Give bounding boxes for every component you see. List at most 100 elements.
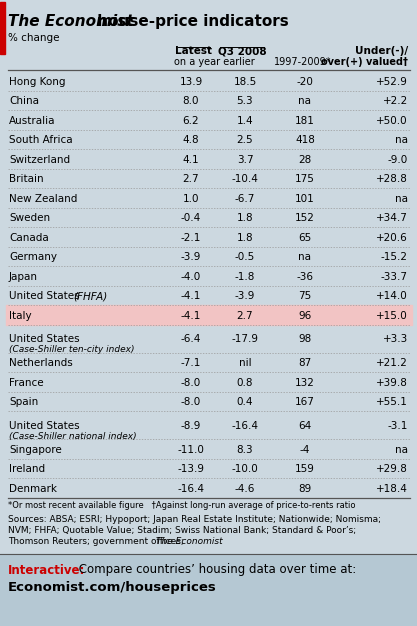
Text: 4.8: 4.8 — [183, 135, 199, 145]
Text: -4.1: -4.1 — [181, 291, 201, 301]
Text: -8.9: -8.9 — [181, 421, 201, 431]
Text: house-price indicators: house-price indicators — [92, 14, 289, 29]
Text: -17.9: -17.9 — [231, 334, 259, 344]
Text: China: China — [9, 96, 39, 106]
Text: % change: % change — [8, 33, 60, 43]
Text: 101: 101 — [295, 194, 315, 203]
Text: -3.9: -3.9 — [181, 252, 201, 262]
Text: 181: 181 — [295, 116, 315, 126]
Text: 75: 75 — [299, 291, 311, 301]
Text: Economist.com/houseprices: Economist.com/houseprices — [8, 582, 217, 595]
Text: 2.5: 2.5 — [237, 135, 253, 145]
Text: Hong Kong: Hong Kong — [9, 77, 65, 87]
Text: 5.3: 5.3 — [237, 96, 253, 106]
Text: +14.0: +14.0 — [376, 291, 408, 301]
Text: +29.8: +29.8 — [376, 464, 408, 475]
Text: 8.0: 8.0 — [183, 96, 199, 106]
Text: -36: -36 — [296, 272, 314, 282]
Bar — [0, 553, 417, 626]
Text: Canada: Canada — [9, 233, 49, 243]
Text: 167: 167 — [295, 398, 315, 408]
Text: Sweden: Sweden — [9, 213, 50, 223]
Text: Spain: Spain — [9, 398, 38, 408]
Text: 13.9: 13.9 — [179, 77, 203, 87]
Text: Latest: Latest — [176, 46, 213, 56]
Text: -2.1: -2.1 — [181, 233, 201, 243]
Text: +52.9: +52.9 — [376, 77, 408, 87]
Text: United States: United States — [9, 421, 80, 431]
Text: (Case-Shiller ten-city index): (Case-Shiller ten-city index) — [9, 346, 135, 354]
Text: 1.4: 1.4 — [237, 116, 253, 126]
Text: -10.4: -10.4 — [231, 174, 259, 184]
Text: Ireland: Ireland — [9, 464, 45, 475]
Text: France: France — [9, 377, 44, 387]
Text: -16.4: -16.4 — [178, 484, 204, 494]
Text: 96: 96 — [299, 310, 311, 321]
Text: Britain: Britain — [9, 174, 44, 184]
Text: *Or most recent available figure   †Against long-run average of price-to-rents r: *Or most recent available figure †Agains… — [8, 501, 356, 510]
Text: 28: 28 — [299, 155, 311, 165]
Text: na: na — [299, 96, 311, 106]
Text: -6.4: -6.4 — [181, 334, 201, 344]
Text: 0.4: 0.4 — [237, 398, 253, 408]
Text: -1.8: -1.8 — [235, 272, 255, 282]
Text: Japan: Japan — [9, 272, 38, 282]
Text: New Zealand: New Zealand — [9, 194, 78, 203]
Text: +2.2: +2.2 — [383, 96, 408, 106]
Text: 159: 159 — [295, 464, 315, 475]
Text: 0.8: 0.8 — [237, 377, 253, 387]
Text: -4: -4 — [300, 444, 310, 454]
Text: 2.7: 2.7 — [237, 310, 253, 321]
Text: -3.1: -3.1 — [388, 421, 408, 431]
Text: -4.6: -4.6 — [235, 484, 255, 494]
Text: -9.0: -9.0 — [388, 155, 408, 165]
Text: -33.7: -33.7 — [381, 272, 408, 282]
Text: Interactive:: Interactive: — [8, 563, 85, 577]
Text: 1.0: 1.0 — [183, 194, 199, 203]
Text: nil: nil — [239, 358, 251, 368]
Text: -7.1: -7.1 — [181, 358, 201, 368]
Text: -6.7: -6.7 — [235, 194, 255, 203]
Text: Under(-)/: Under(-)/ — [355, 46, 408, 56]
Text: -3.9: -3.9 — [235, 291, 255, 301]
Text: 64: 64 — [299, 421, 311, 431]
Text: 65: 65 — [299, 233, 311, 243]
Text: 98: 98 — [299, 334, 311, 344]
Text: +21.2: +21.2 — [376, 358, 408, 368]
Text: -0.4: -0.4 — [181, 213, 201, 223]
Text: Italy: Italy — [9, 310, 32, 321]
Text: 18.5: 18.5 — [234, 77, 256, 87]
Text: 87: 87 — [299, 358, 311, 368]
Text: over(+) valued†: over(+) valued† — [321, 57, 408, 67]
Text: Netherlands: Netherlands — [9, 358, 73, 368]
Text: 4.1: 4.1 — [183, 155, 199, 165]
Text: (FHFA): (FHFA) — [73, 291, 107, 301]
Text: Q3 2008: Q3 2008 — [218, 46, 266, 56]
Text: -16.4: -16.4 — [231, 421, 259, 431]
Text: -20: -20 — [296, 77, 314, 87]
Text: +50.0: +50.0 — [377, 116, 408, 126]
Text: on a year earlier: on a year earlier — [173, 57, 254, 67]
Text: NVM; FHFA; Quotable Value; Stadim; Swiss National Bank; Standard & Poor’s;: NVM; FHFA; Quotable Value; Stadim; Swiss… — [8, 525, 356, 535]
Text: +34.7: +34.7 — [376, 213, 408, 223]
Bar — [0, 2, 5, 54]
Text: Singapore: Singapore — [9, 444, 62, 454]
Text: Sources: ABSA; ESRI; Hypoport; Japan Real Estate Institute; Nationwide; Nomisma;: Sources: ABSA; ESRI; Hypoport; Japan Rea… — [8, 515, 381, 523]
Text: na: na — [395, 444, 408, 454]
Text: The Economist: The Economist — [156, 536, 223, 545]
Text: 1997-2009*: 1997-2009* — [274, 57, 332, 67]
Text: -8.0: -8.0 — [181, 398, 201, 408]
Text: 418: 418 — [295, 135, 315, 145]
Text: The Economist: The Economist — [8, 14, 133, 29]
Text: +18.4: +18.4 — [376, 484, 408, 494]
Text: na: na — [395, 194, 408, 203]
Text: Germany: Germany — [9, 252, 57, 262]
Text: 1.8: 1.8 — [237, 213, 253, 223]
Text: Denmark: Denmark — [9, 484, 57, 494]
Text: -4.0: -4.0 — [181, 272, 201, 282]
Text: 132: 132 — [295, 377, 315, 387]
Text: Thomson Reuters; government offices;: Thomson Reuters; government offices; — [8, 536, 187, 545]
Text: Compare countries’ housing data over time at:: Compare countries’ housing data over tim… — [75, 563, 356, 577]
Text: United States: United States — [9, 334, 80, 344]
Text: +28.8: +28.8 — [376, 174, 408, 184]
